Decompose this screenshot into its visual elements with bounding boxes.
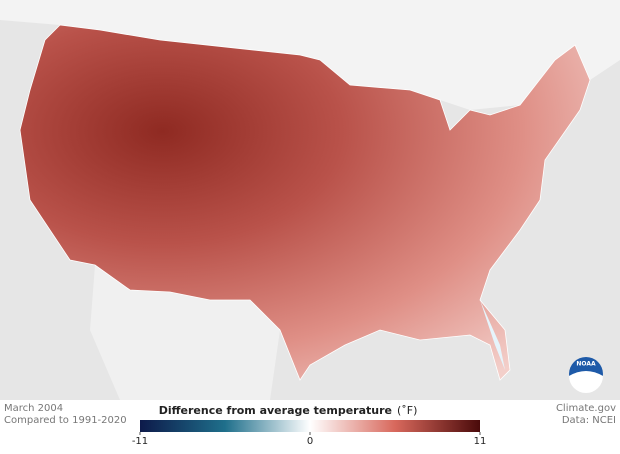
logo-text: NOAA: [576, 361, 596, 368]
florida-cool: [480, 300, 505, 370]
colorbar-tick-label: 0: [307, 436, 313, 447]
data-source: Data: NCEI: [562, 415, 616, 426]
source: Climate.gov: [556, 403, 616, 414]
mexico: [90, 265, 280, 400]
colorbar-ticks: -11 0 11: [132, 432, 487, 447]
baseline: Compared to 1991-2020: [4, 415, 127, 426]
canada: [0, 0, 620, 110]
colorbar-tick-label: 11: [474, 436, 487, 447]
legend-title: Difference from average temperature: [159, 404, 392, 417]
noaa-logo: NOAA: [569, 357, 603, 393]
legend-unit: (˚F): [397, 404, 417, 417]
colorbar: [140, 420, 480, 432]
logo-wave: [569, 371, 603, 393]
period: March 2004: [4, 403, 63, 414]
colorbar-tick-label: -11: [132, 436, 148, 447]
